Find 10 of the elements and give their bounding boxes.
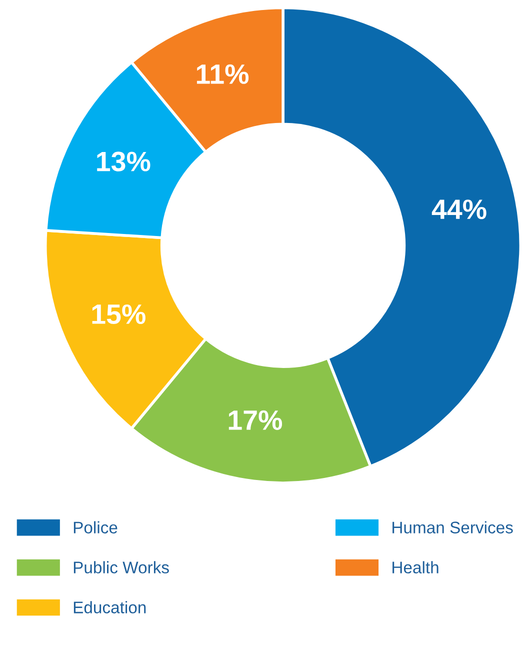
data-label: 17% (228, 410, 282, 430)
legend-label: Police (74, 521, 118, 534)
data-label: 13% (97, 152, 150, 172)
legend-label: Education (74, 601, 146, 614)
data-label: 44% (432, 200, 486, 220)
data-label: 11% (196, 64, 249, 84)
legend-label: Public Works (74, 561, 169, 574)
legend-label: Human Services (392, 521, 513, 534)
data-label: 15% (92, 304, 146, 324)
legend-label: Health (392, 561, 438, 574)
